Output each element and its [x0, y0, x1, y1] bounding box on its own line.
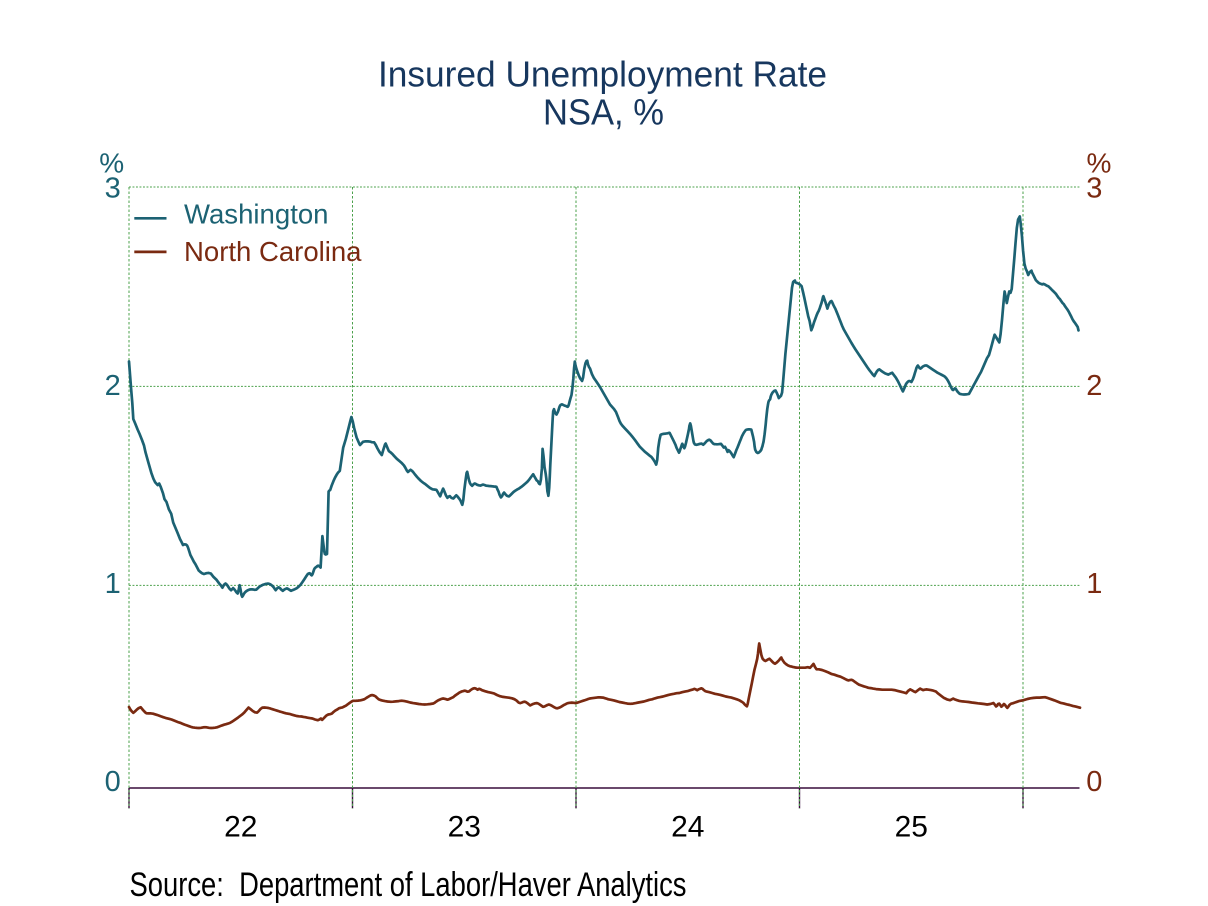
- svg-text:1: 1: [105, 568, 121, 600]
- svg-text:22: 22: [224, 811, 257, 844]
- svg-text:Insured Unemployment Rate: Insured Unemployment Rate: [378, 54, 827, 95]
- svg-text:%: %: [1087, 147, 1112, 178]
- svg-text:2: 2: [105, 370, 121, 402]
- svg-text:24: 24: [671, 811, 704, 844]
- svg-text:Washington: Washington: [184, 199, 329, 230]
- svg-text:North Carolina: North Carolina: [184, 236, 362, 267]
- svg-text:0: 0: [105, 766, 121, 798]
- svg-text:0: 0: [1086, 766, 1102, 798]
- svg-text:23: 23: [448, 811, 481, 844]
- svg-text:Source: Department of Labor/H: Source: Department of Labor/Haver Analyt…: [130, 866, 687, 904]
- svg-text:%: %: [99, 147, 124, 178]
- svg-text:25: 25: [895, 811, 928, 844]
- svg-text:2: 2: [1086, 370, 1102, 402]
- svg-text:1: 1: [1086, 568, 1102, 600]
- svg-text:3: 3: [105, 173, 121, 205]
- svg-text:3: 3: [1086, 173, 1102, 205]
- svg-text:NSA, %: NSA, %: [543, 92, 664, 133]
